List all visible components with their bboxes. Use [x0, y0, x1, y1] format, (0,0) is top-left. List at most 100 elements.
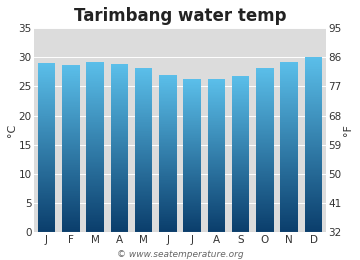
Bar — [305, 141, 322, 142]
Bar — [159, 163, 177, 164]
Bar — [256, 170, 274, 171]
Bar — [305, 122, 322, 123]
Bar — [183, 124, 201, 125]
Bar — [208, 187, 225, 188]
Bar — [305, 200, 322, 201]
Bar — [86, 158, 104, 159]
Bar — [86, 132, 104, 133]
Bar — [256, 199, 274, 200]
Bar — [280, 118, 298, 119]
Bar — [86, 155, 104, 156]
Bar — [135, 91, 152, 92]
Bar — [159, 98, 177, 99]
Bar — [111, 191, 128, 192]
Bar — [135, 144, 152, 145]
Bar — [183, 166, 201, 167]
Bar — [38, 220, 55, 221]
Bar — [208, 99, 225, 100]
Bar — [208, 147, 225, 148]
Bar — [280, 128, 298, 129]
Bar — [135, 185, 152, 186]
Bar — [135, 181, 152, 182]
Bar — [159, 82, 177, 83]
Bar — [62, 166, 80, 167]
Bar — [38, 96, 55, 97]
Bar — [111, 108, 128, 109]
Bar — [38, 72, 55, 73]
Bar — [208, 155, 225, 156]
Bar — [256, 194, 274, 195]
Bar — [159, 218, 177, 219]
Bar — [208, 126, 225, 127]
Bar — [111, 183, 128, 184]
Bar — [159, 106, 177, 107]
Bar — [280, 148, 298, 149]
Bar — [38, 199, 55, 200]
Bar — [305, 224, 322, 225]
Bar — [62, 90, 80, 91]
Bar — [208, 181, 225, 182]
Bar — [256, 217, 274, 218]
Bar — [86, 166, 104, 167]
Bar — [86, 120, 104, 121]
Bar — [62, 198, 80, 199]
Bar — [183, 103, 201, 104]
Bar — [111, 223, 128, 224]
Bar — [280, 167, 298, 168]
Bar — [62, 219, 80, 220]
Bar — [111, 186, 128, 187]
Bar — [183, 220, 201, 221]
Bar — [208, 199, 225, 200]
Bar — [62, 168, 80, 169]
Bar — [62, 135, 80, 136]
Bar — [256, 174, 274, 175]
Bar — [38, 127, 55, 128]
Bar — [135, 72, 152, 73]
Bar — [86, 128, 104, 129]
Bar — [86, 192, 104, 193]
Bar — [280, 183, 298, 184]
Bar — [135, 86, 152, 87]
Bar — [232, 142, 249, 143]
Bar — [38, 181, 55, 182]
Bar — [183, 110, 201, 111]
Bar — [280, 98, 298, 99]
Bar — [111, 230, 128, 231]
Bar — [111, 166, 128, 167]
Bar — [208, 223, 225, 224]
Bar — [208, 164, 225, 165]
Bar — [86, 125, 104, 126]
Bar — [280, 122, 298, 123]
Bar — [62, 172, 80, 173]
Bar — [135, 121, 152, 122]
Bar — [111, 164, 128, 165]
Bar — [256, 208, 274, 209]
Bar — [280, 134, 298, 135]
Bar — [208, 125, 225, 126]
Bar — [280, 121, 298, 122]
Bar — [208, 136, 225, 137]
Bar — [256, 152, 274, 153]
Bar — [86, 203, 104, 204]
Bar — [38, 207, 55, 208]
Bar — [208, 151, 225, 152]
Bar — [159, 198, 177, 199]
Bar — [135, 212, 152, 213]
Bar — [86, 64, 104, 65]
Bar — [135, 116, 152, 117]
Bar — [280, 181, 298, 182]
Bar — [183, 135, 201, 136]
Bar — [280, 135, 298, 136]
Bar — [256, 94, 274, 95]
Bar — [86, 169, 104, 170]
Bar — [305, 126, 322, 127]
Bar — [232, 209, 249, 210]
Bar — [62, 113, 80, 114]
Bar — [305, 174, 322, 175]
Bar — [256, 205, 274, 206]
Bar — [38, 89, 55, 90]
Bar — [183, 156, 201, 157]
Bar — [183, 146, 201, 147]
Bar — [159, 167, 177, 168]
Bar — [208, 88, 225, 89]
